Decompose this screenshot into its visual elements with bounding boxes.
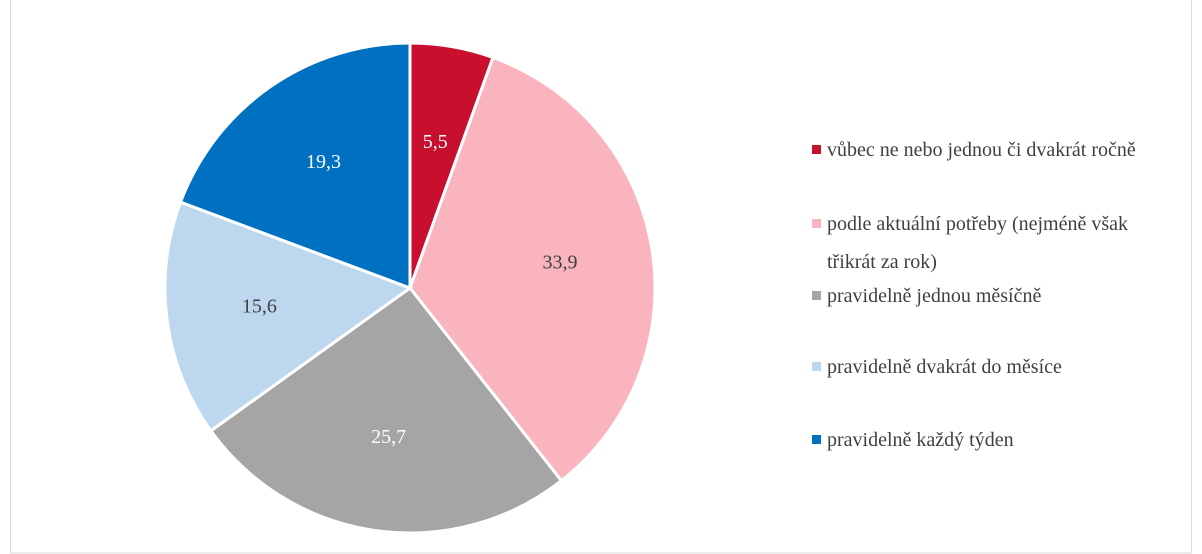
legend-swatch [812, 219, 821, 228]
legend-label: vůbec ne nebo jednou či dvakrát ročně [827, 139, 1136, 161]
data-label: 15,6 [242, 296, 277, 318]
data-label: 33,9 [542, 251, 577, 273]
pie-slice [163, 200, 414, 433]
legend-label: pravidelně každý týden [827, 429, 1014, 451]
legend-label: pravidelně dvakrát do měsíce [827, 356, 1062, 378]
pie-slice [408, 55, 657, 483]
legend-label: podle aktuální potřeby (nejméně však tři… [827, 213, 1129, 273]
legend-label: pravidelně jednou měsíčně [827, 285, 1042, 307]
legend-item: podle aktuální potřeby (nejméně však tři… [812, 205, 1182, 281]
pie-slice [178, 41, 412, 291]
data-label: 25,7 [371, 426, 406, 448]
data-label: 5,5 [423, 131, 448, 153]
legend-swatch [812, 291, 821, 300]
legend-item: pravidelně dvakrát do měsíce [812, 348, 1182, 386]
legend-swatch [812, 362, 821, 371]
legend-item: pravidelně každý týden [812, 421, 1182, 459]
data-label: 19,3 [306, 151, 341, 173]
pie-slice [208, 285, 564, 535]
chart-frame [10, 0, 1192, 554]
legend-item: vůbec ne nebo jednou či dvakrát ročně [812, 131, 1182, 169]
legend-swatch [812, 145, 821, 154]
legend-swatch [812, 435, 821, 444]
legend-item: pravidelně jednou měsíčně [812, 277, 1182, 315]
